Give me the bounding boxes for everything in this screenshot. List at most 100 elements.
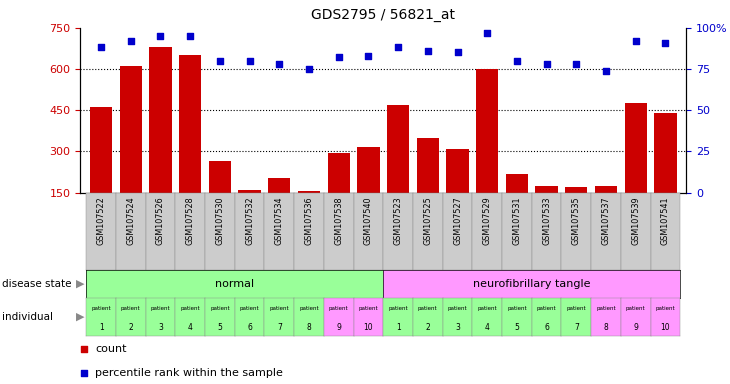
Point — [274, 61, 285, 67]
Text: patient: patient — [299, 306, 319, 311]
Text: GSM107533: GSM107533 — [542, 197, 551, 245]
Text: GSM107538: GSM107538 — [334, 197, 343, 245]
Text: 2: 2 — [426, 323, 430, 332]
Text: patient: patient — [269, 306, 289, 311]
Bar — [209, 161, 231, 234]
Point — [95, 45, 107, 51]
Text: GSM107534: GSM107534 — [274, 197, 284, 245]
Text: patient: patient — [626, 306, 645, 311]
Point — [660, 40, 672, 46]
Text: GSM107536: GSM107536 — [304, 197, 313, 245]
Bar — [476, 69, 499, 234]
Bar — [268, 178, 291, 234]
Text: 5: 5 — [218, 323, 223, 332]
Point — [541, 61, 553, 67]
Bar — [625, 103, 647, 234]
Text: 2: 2 — [128, 323, 133, 332]
Bar — [298, 191, 320, 234]
Bar — [417, 138, 439, 234]
Point — [511, 58, 523, 64]
Text: GSM107527: GSM107527 — [453, 197, 462, 245]
Text: 8: 8 — [307, 323, 312, 332]
Text: ▶: ▶ — [76, 278, 85, 289]
Bar — [387, 105, 410, 234]
Text: GSM107530: GSM107530 — [215, 197, 224, 245]
Point — [481, 30, 493, 36]
Text: count: count — [95, 344, 126, 354]
Text: 9: 9 — [337, 323, 341, 332]
Point — [570, 61, 582, 67]
Point — [155, 33, 166, 39]
Text: individual: individual — [1, 312, 53, 322]
Bar — [506, 174, 528, 234]
Text: patient: patient — [91, 306, 111, 311]
Bar — [120, 66, 142, 234]
Text: 6: 6 — [247, 323, 252, 332]
Text: neurofibrillary tangle: neurofibrillary tangle — [473, 278, 591, 289]
Point — [290, 43, 301, 49]
Text: patient: patient — [121, 306, 141, 311]
Text: 4: 4 — [188, 323, 193, 332]
Bar — [357, 147, 380, 234]
Text: GSM107526: GSM107526 — [156, 197, 165, 245]
Point — [422, 48, 434, 54]
Bar — [90, 108, 112, 234]
Text: GSM107541: GSM107541 — [661, 197, 670, 245]
Text: 10: 10 — [364, 323, 373, 332]
Point — [185, 33, 196, 39]
Bar — [565, 187, 588, 234]
Point — [630, 38, 642, 44]
Text: 3: 3 — [158, 323, 163, 332]
Text: 7: 7 — [574, 323, 579, 332]
Text: GSM107523: GSM107523 — [393, 197, 403, 245]
Bar — [446, 149, 469, 234]
Text: patient: patient — [239, 306, 259, 311]
Text: patient: patient — [537, 306, 556, 311]
Text: GSM107532: GSM107532 — [245, 197, 254, 245]
Text: 8: 8 — [604, 323, 608, 332]
Text: 3: 3 — [455, 323, 460, 332]
Point — [244, 58, 256, 64]
Text: 5: 5 — [515, 323, 519, 332]
Text: patient: patient — [210, 306, 230, 311]
Point — [125, 38, 137, 44]
Point — [333, 54, 345, 60]
Text: percentile rank within the sample: percentile rank within the sample — [95, 368, 283, 379]
Text: disease state: disease state — [1, 278, 72, 289]
Bar — [536, 186, 558, 234]
Bar — [654, 113, 677, 234]
Text: ▶: ▶ — [76, 312, 85, 322]
Point — [600, 68, 612, 74]
Text: GSM107524: GSM107524 — [126, 197, 135, 245]
Text: patient: patient — [566, 306, 586, 311]
Text: patient: patient — [477, 306, 497, 311]
Text: patient: patient — [656, 306, 675, 311]
Text: GSM107528: GSM107528 — [185, 197, 195, 245]
Text: patient: patient — [388, 306, 408, 311]
Text: GSM107535: GSM107535 — [572, 197, 581, 245]
Bar — [150, 47, 172, 234]
Point — [214, 58, 226, 64]
Text: GSM107540: GSM107540 — [364, 197, 373, 245]
Text: GSM107525: GSM107525 — [423, 197, 432, 245]
Point — [303, 66, 315, 72]
Text: GSM107522: GSM107522 — [96, 197, 106, 245]
Text: patient: patient — [507, 306, 527, 311]
Point — [363, 53, 374, 59]
Text: patient: patient — [447, 306, 467, 311]
Text: patient: patient — [180, 306, 200, 311]
Text: patient: patient — [596, 306, 616, 311]
Text: patient: patient — [358, 306, 378, 311]
Text: 1: 1 — [99, 323, 104, 332]
Text: GSM107529: GSM107529 — [483, 197, 492, 245]
Text: normal: normal — [215, 278, 254, 289]
Text: 6: 6 — [544, 323, 549, 332]
Bar — [179, 55, 201, 234]
Text: 7: 7 — [277, 323, 282, 332]
Text: 9: 9 — [633, 323, 638, 332]
Text: GSM107531: GSM107531 — [512, 197, 521, 245]
Text: 10: 10 — [661, 323, 670, 332]
Text: GSM107539: GSM107539 — [631, 197, 640, 245]
Point — [452, 50, 464, 56]
Bar — [595, 186, 617, 234]
